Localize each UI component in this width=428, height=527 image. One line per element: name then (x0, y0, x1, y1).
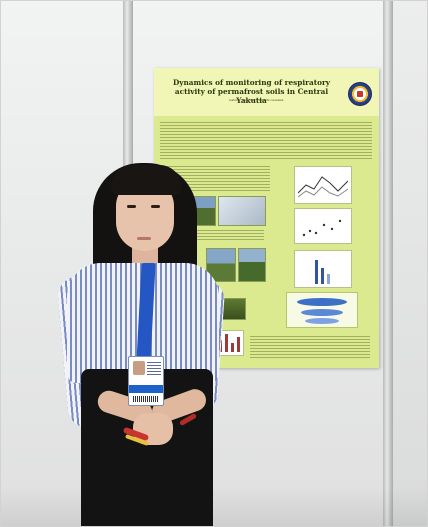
poster-bar-3 (231, 343, 234, 352)
wall-post-left (123, 1, 133, 526)
logo-emblem (357, 91, 363, 97)
poster-photo-field-2 (238, 248, 266, 282)
poster-line-chart (294, 166, 352, 204)
university-logo-icon (348, 82, 372, 106)
poster-blue-bar-chart (294, 250, 352, 288)
poster-scatter-plot (302, 219, 342, 237)
wall-panel-right (393, 1, 427, 526)
poster-caption-text (178, 230, 264, 242)
poster-line-chart-plot (298, 176, 348, 198)
poster-photo-landscape (176, 196, 216, 226)
poster-header: Dynamics of monitoring of respiratory ac… (154, 68, 379, 116)
poster-diagram-ellipse-1 (297, 298, 347, 306)
poster-authors: Authors: · Supervisor: · Scientific cons… (228, 99, 285, 102)
research-poster: Dynamics of monitoring of respiratory ac… (154, 68, 379, 368)
poster-scatter-chart (294, 208, 352, 244)
poster-bar-1 (219, 340, 222, 352)
poster-conclusion-text (250, 336, 370, 358)
poster-bar-2 (225, 334, 228, 352)
floor-shadow (1, 486, 427, 526)
poster-blue-bar-1 (315, 260, 318, 284)
poster-photo-field-1 (206, 248, 236, 282)
poster-blue-bar-2 (321, 268, 324, 284)
poster-diagram-ellipse-3 (305, 318, 339, 324)
poster-title: Dynamics of monitoring of respiratory ac… (172, 78, 331, 105)
poster-diagram-box (286, 292, 358, 328)
poster-bar-chart-small (214, 330, 244, 356)
wall-panel-left (1, 1, 123, 526)
poster-bar-4 (237, 337, 240, 352)
wall-post-right (383, 1, 393, 526)
poster-diagram-ellipse-2 (301, 309, 343, 316)
poster-photo-map (218, 196, 266, 226)
poster-intro-text (160, 122, 372, 160)
poster-methods-text (160, 166, 270, 192)
poster-photo-soil (210, 298, 246, 320)
poster-blue-bar-3 (327, 274, 330, 284)
